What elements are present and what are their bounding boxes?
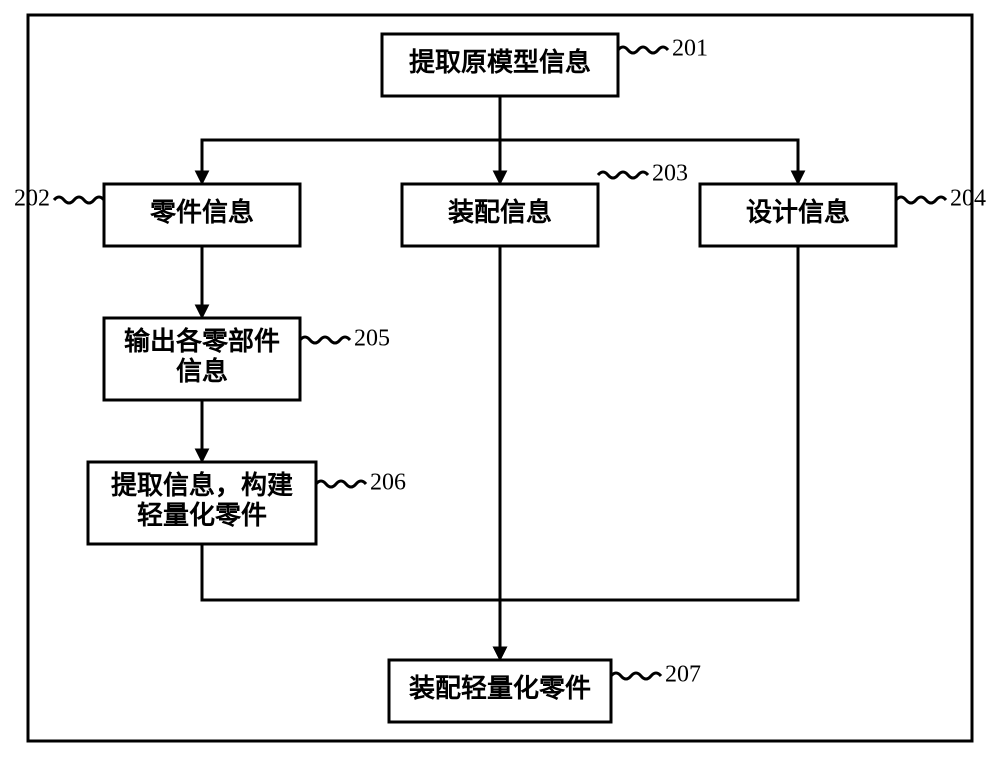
node-label: 零件信息 — [150, 197, 254, 227]
callout-squiggle — [618, 47, 668, 53]
node-label: 设计信息 — [746, 197, 850, 227]
callout-number: 201 — [672, 36, 708, 62]
callout-c203: 203 — [598, 161, 688, 187]
edge-7 — [500, 246, 798, 600]
node-label: 装配轻量化零件 — [409, 674, 591, 703]
node-n207: 装配轻量化零件 — [389, 660, 611, 722]
node-n202: 零件信息 — [104, 184, 300, 246]
node-label: 信息 — [176, 356, 228, 386]
callout-squiggle — [54, 197, 104, 203]
callout-c204: 204 — [896, 186, 986, 212]
edge-1 — [202, 96, 500, 184]
node-label: 提取信息，构建 — [111, 470, 293, 500]
callout-squiggle — [611, 673, 661, 679]
node-label: 提取原模型信息 — [409, 47, 591, 77]
callout-squiggle — [598, 172, 648, 178]
callout-squiggle — [300, 337, 350, 343]
callout-c207: 207 — [611, 662, 701, 688]
node-n201: 提取原模型信息 — [382, 34, 618, 96]
callout-number: 204 — [950, 186, 986, 212]
callout-squiggle — [896, 197, 946, 203]
callout-number: 202 — [14, 186, 50, 212]
node-n203: 装配信息 — [402, 184, 598, 246]
nodes: 提取原模型信息零件信息装配信息设计信息输出各零部件信息提取信息，构建轻量化零件装… — [88, 34, 896, 722]
edge-5 — [202, 544, 500, 660]
callout-c201: 201 — [618, 36, 708, 62]
node-n204: 设计信息 — [700, 184, 896, 246]
node-n205: 输出各零部件信息 — [104, 318, 300, 400]
callout-number: 206 — [370, 470, 406, 496]
edge-2 — [500, 96, 798, 184]
callout-squiggle — [316, 481, 366, 487]
callout-c206: 206 — [316, 470, 406, 496]
node-label: 输出各零部件 — [124, 326, 280, 356]
callout-c205: 205 — [300, 326, 390, 352]
callout-number: 207 — [665, 662, 701, 688]
callout-c202: 202 — [14, 186, 104, 212]
node-label: 装配信息 — [448, 197, 552, 227]
node-n206: 提取信息，构建轻量化零件 — [88, 462, 316, 544]
node-label: 轻量化零件 — [137, 501, 267, 530]
callout-number: 203 — [652, 161, 688, 187]
callout-number: 205 — [354, 326, 390, 352]
